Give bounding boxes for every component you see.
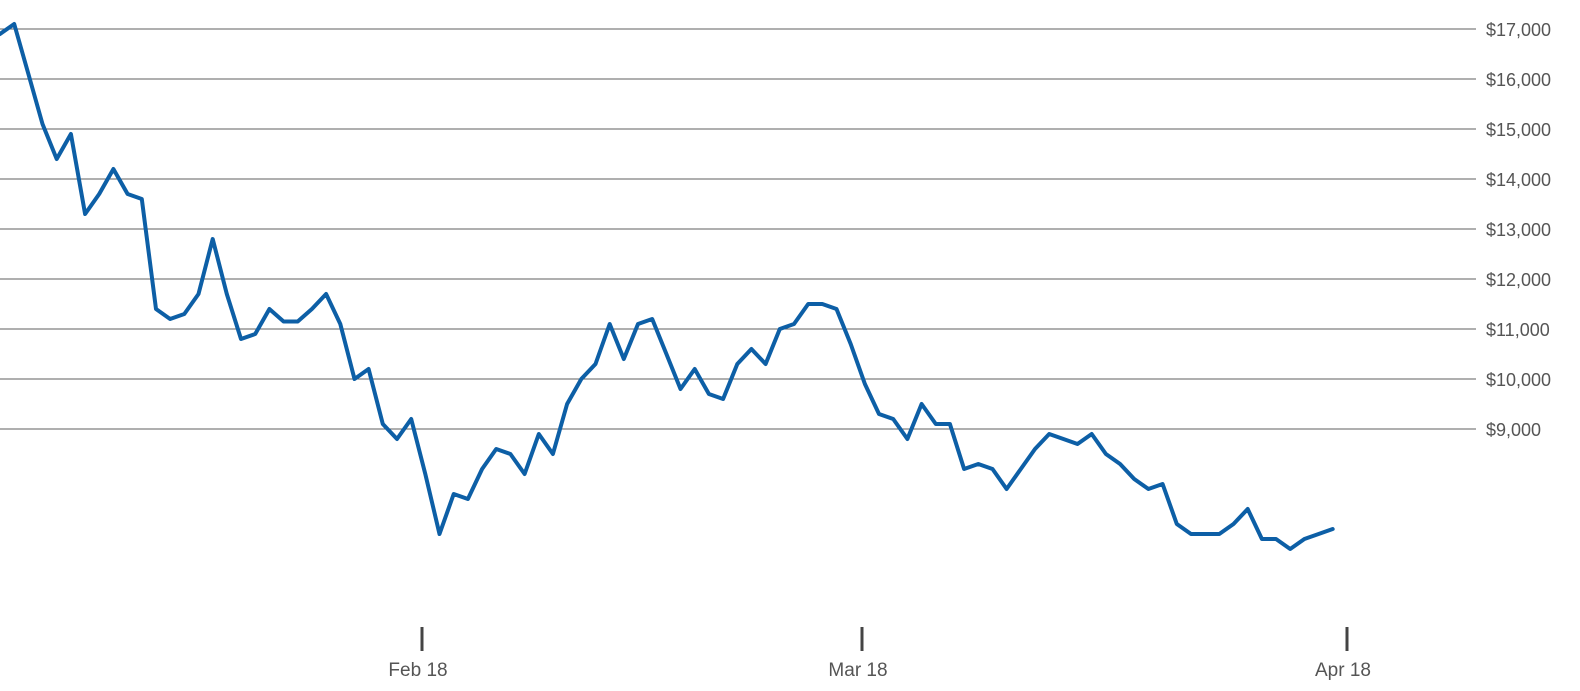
x-tick-label: Mar 18 [828, 660, 887, 681]
series-line [0, 22, 1335, 551]
y-tick-label: $12,000 [1486, 270, 1551, 290]
x-tick-label: Feb 18 [388, 660, 447, 681]
y-tick-label: $14,000 [1486, 170, 1551, 190]
y-tick-label: $15,000 [1486, 120, 1551, 140]
x-tick-label: Apr 18 [1315, 660, 1371, 681]
y-tick-label: $11,000 [1486, 320, 1550, 340]
y-tick-label: $9,000 [1486, 420, 1541, 440]
gridlines [0, 28, 1476, 430]
x-axis: Feb 18 Mar 18 Apr 18 [388, 627, 1371, 681]
y-tick-label: $13,000 [1486, 220, 1551, 240]
y-tick-label: $17,000 [1486, 20, 1551, 40]
y-axis-tick-labels: $9,000 $10,000 $11,000 $12,000 $13,000 $14,00… [1486, 20, 1551, 440]
y-tick-label: $10,000 [1486, 370, 1551, 390]
series-layer [0, 22, 1335, 551]
y-tick-label: $16,000 [1486, 70, 1551, 90]
